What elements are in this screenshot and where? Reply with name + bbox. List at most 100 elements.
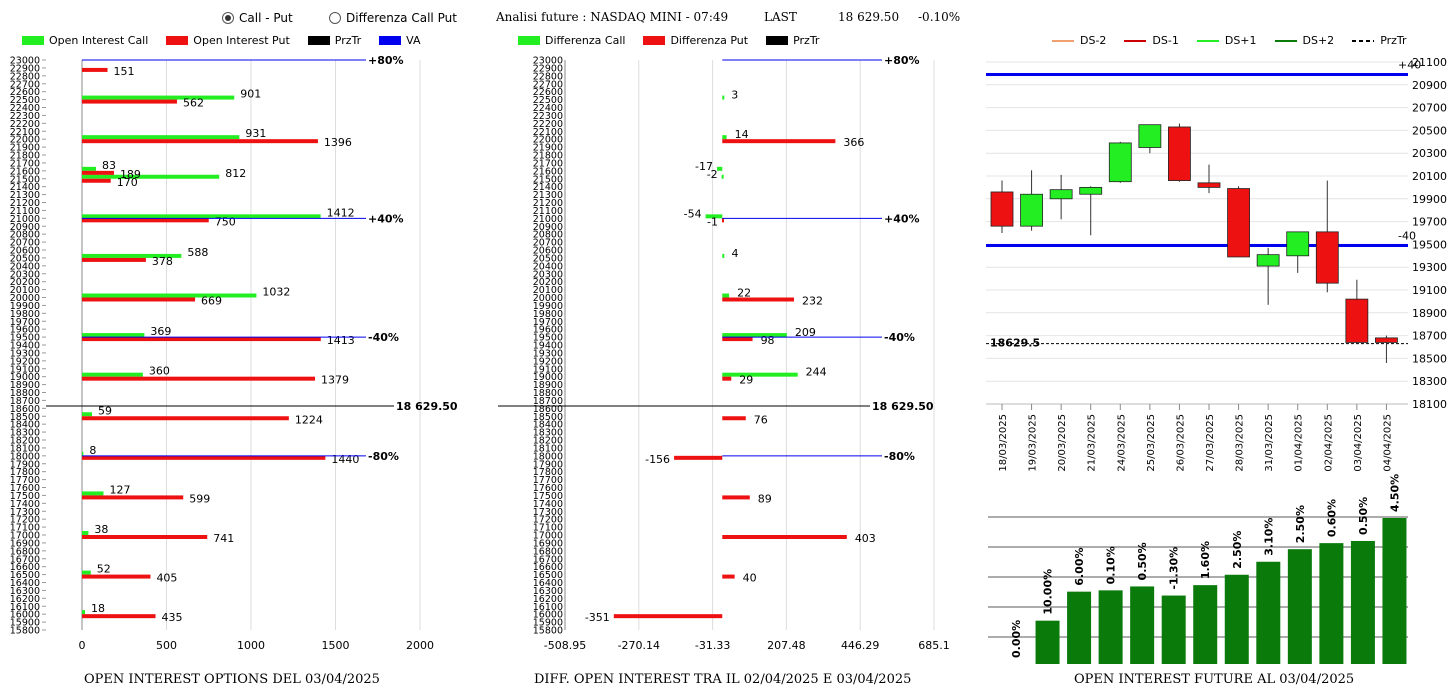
legend-item: Open Interest Put (166, 34, 290, 47)
y-tick-label: 21900 (533, 143, 563, 154)
y-tick-label: 20900 (533, 222, 563, 233)
data-label: 244 (806, 366, 827, 379)
y-tick-label: 19700 (533, 317, 563, 328)
przTr-label: 18 629.50 (396, 400, 458, 413)
y-tick-label: 19400 (10, 341, 40, 352)
bar-diff-call (722, 372, 798, 377)
bar-put (82, 178, 111, 183)
y-tick-label: 18800 (10, 388, 40, 399)
x-tick-label: 24/03/2025 (1116, 414, 1127, 472)
candle-up (1286, 231, 1310, 257)
candle-down (1345, 298, 1369, 343)
va-label: -40% (368, 331, 399, 344)
y-tick-label: 22200 (10, 119, 40, 130)
bar-put (82, 614, 156, 619)
x-tick-label: 1500 (322, 639, 350, 652)
bar-diff-call (705, 214, 723, 219)
legend-item: Open Interest Call (22, 34, 148, 47)
y-tick-label: 21700 (10, 158, 40, 169)
bar-call (82, 451, 84, 456)
x-tick-label: 20/03/2025 (1057, 414, 1068, 472)
y-tick-label: 16200 (10, 594, 40, 605)
legend-item: PrzTr (766, 34, 819, 47)
y-tick-label: 19200 (533, 356, 563, 367)
y-tick-label: 18500 (1412, 352, 1447, 365)
candle-down (1168, 126, 1191, 181)
y-tick-label: 18400 (533, 420, 563, 431)
future-bar-label: 0.10% (1105, 546, 1118, 584)
y-tick-label: 18300 (533, 428, 563, 439)
bar-call (82, 214, 321, 219)
bar-diff-put (722, 495, 750, 500)
data-label: 378 (152, 255, 173, 268)
radio-differenza[interactable]: Differenza Call Put (329, 11, 457, 25)
y-tick-label: 20700 (533, 238, 563, 249)
future-bar (1193, 585, 1218, 664)
y-tick-label: 21100 (10, 206, 40, 217)
y-tick-label: 21100 (533, 206, 563, 217)
data-label: 562 (183, 97, 204, 110)
y-tick-label: 21800 (10, 151, 40, 162)
bar-diff-put (613, 614, 723, 619)
y-tick-label: 22800 (10, 71, 40, 82)
y-tick-label: 19000 (10, 372, 40, 383)
x-tick-label: -508.95 (544, 639, 586, 652)
data-label: 741 (213, 532, 234, 545)
data-label: 14 (735, 128, 749, 141)
bar-put (82, 535, 208, 539)
bar-put (82, 574, 151, 579)
candle-down (1227, 188, 1250, 258)
last-value: 18 629.50 (838, 10, 900, 24)
y-tick-label: 17500 (10, 491, 40, 502)
data-label: -1 (707, 215, 718, 228)
legend-item: DS+2 (1274, 34, 1335, 47)
radio-call-put[interactable]: Call - Put (222, 11, 293, 25)
legend-label: PrzTr (1380, 34, 1407, 47)
y-tick-label: 20000 (533, 293, 563, 304)
bar-call (82, 166, 97, 171)
y-tick-label: 20100 (1412, 170, 1447, 183)
y-tick-label: 21700 (533, 158, 563, 169)
candle-down (1375, 337, 1398, 343)
candle-up (1079, 186, 1103, 195)
y-tick-label: 22300 (10, 111, 40, 122)
bar-put (82, 139, 318, 144)
y-tick-label: 19800 (533, 309, 563, 320)
y-tick-label: 22500 (10, 95, 40, 106)
data-label: 59 (98, 404, 112, 417)
data-label: 151 (114, 65, 135, 78)
y-tick-label: 21800 (533, 151, 563, 162)
y-tick-label: 18000 (10, 451, 40, 462)
bar-put (82, 337, 321, 342)
y-tick-label: 17100 (10, 523, 40, 534)
future-bar-label: 0.50% (1136, 542, 1149, 580)
legend-label: DS+1 (1224, 34, 1257, 47)
x-tick-label: 02/04/2025 (1323, 414, 1334, 472)
data-label: 812 (225, 167, 246, 180)
y-tick-label: 19700 (1412, 216, 1447, 229)
data-label: 40 (743, 572, 757, 585)
page-title: Analisi future : NASDAQ MINI - 07:49 (496, 10, 729, 24)
x-tick-label: 207.48 (767, 639, 806, 652)
x-tick-label: 19/03/2025 (1028, 414, 1039, 472)
y-tick-label: 16500 (533, 570, 563, 581)
radio-differenza-label: Differenza Call Put (346, 11, 457, 25)
bar-call (82, 610, 86, 615)
y-tick-label: 20700 (1412, 102, 1447, 115)
x-tick-label: 446.29 (841, 639, 880, 652)
left-legend: Open Interest Call Open Interest Put Prz… (22, 34, 439, 47)
y-tick-label: 20800 (10, 230, 40, 241)
bar-put (82, 257, 146, 262)
data-label: 750 (215, 215, 236, 228)
legend-label: DS+2 (1302, 34, 1335, 47)
y-tick-label: 20300 (1412, 147, 1447, 160)
y-tick-label: 18700 (533, 396, 563, 407)
y-tick-label: 22700 (533, 79, 563, 90)
right-chart-title: OPEN INTEREST FUTURE AL 03/04/2025 (1074, 672, 1355, 687)
y-tick-label: 19000 (533, 372, 563, 383)
y-tick-label: 20700 (10, 238, 40, 249)
y-tick-label: 21100 (1412, 56, 1447, 69)
y-tick-label: 21000 (533, 214, 563, 225)
data-label: 232 (802, 295, 823, 308)
